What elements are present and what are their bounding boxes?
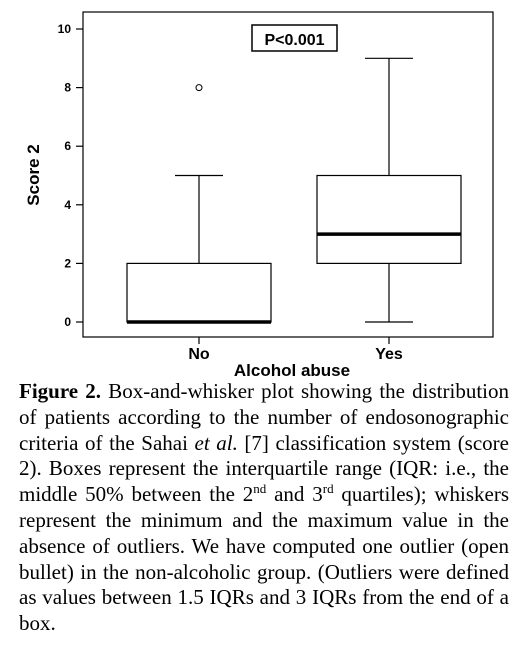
y-tick-label-4: 8 [64, 81, 71, 95]
y-tick-label-3: 6 [64, 139, 71, 153]
caption-third-num: 3 [312, 482, 323, 507]
plot-frame [82, 11, 494, 338]
y-tick-label-0: 0 [64, 315, 71, 329]
x-tick-label-no: No [188, 346, 210, 363]
figure-caption: Figure 2. Box-and-whisker plot showing t… [19, 379, 509, 637]
y-tick-label-2: 4 [64, 198, 71, 212]
caption-second-sup: nd [253, 481, 267, 497]
x-tick-label-yes: Yes [375, 346, 403, 363]
x-axis: No Yes [188, 337, 403, 363]
p-value-annotation: P<0.001 [264, 32, 324, 49]
caption-and: and [274, 482, 305, 507]
y-axis-label: Score 2 [24, 144, 43, 205]
caption-third-sup: rd [322, 481, 334, 497]
y-tick-label-1: 2 [64, 256, 71, 270]
caption-text-2: [7] classification system (score 2). Box… [19, 430, 509, 507]
x-axis-label: Alcohol abuse [234, 361, 350, 376]
y-axis: 0 2 4 6 8 10 [58, 22, 83, 329]
boxes-group [126, 57, 462, 324]
box-no [126, 84, 272, 324]
iqr-box-1 [316, 174, 462, 265]
outlier-point-0-0 [195, 84, 203, 92]
y-tick-label-5: 10 [58, 22, 72, 36]
box-plot-chart: 0 2 4 6 8 10 No Yes P<0.001 Alcohol abuse Scor… [24, 11, 494, 376]
caption-second-num: 2 [242, 482, 254, 507]
p-value-box [251, 24, 338, 52]
caption-text-1: Box-and-whisker plot showing the distrib… [19, 379, 510, 455]
caption-label: Figure 2. [19, 379, 102, 403]
caption-text-3: quartiles); whiskers represent the minim… [19, 482, 510, 636]
box-yes [316, 57, 462, 323]
iqr-box-0 [126, 262, 272, 323]
caption-etal: et al. [194, 430, 238, 455]
